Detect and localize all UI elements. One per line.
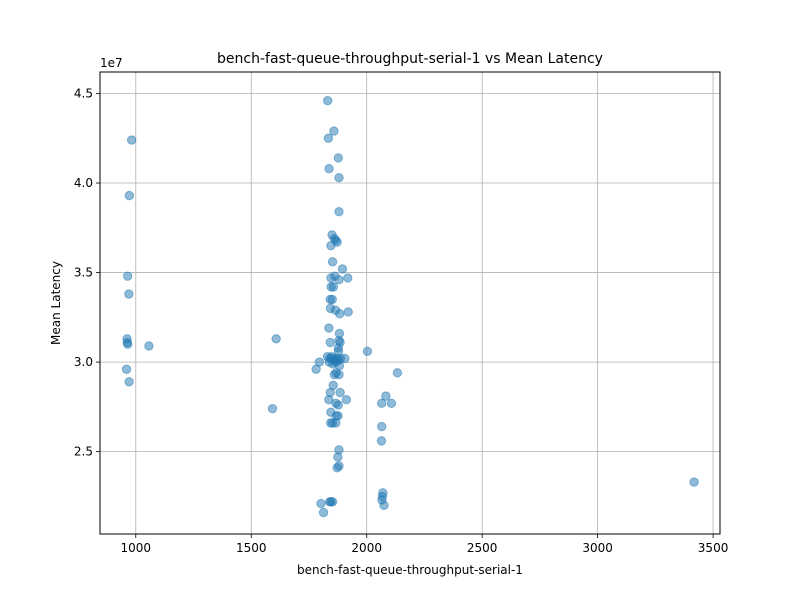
y-tick-label: 4.5 [74,86,93,100]
data-point [376,436,387,446]
data-point [377,421,387,432]
x-tick-label: 3500 [698,541,729,555]
data-point [335,387,345,398]
data-point [377,398,387,408]
data-point [379,500,389,511]
data-point [126,135,137,145]
data-point [124,377,134,387]
plot-frame [99,71,721,535]
data-point [334,275,344,285]
data-point [333,452,343,462]
data-point [333,153,344,163]
x-axis: 1000 1500 2000 2500 3000 3500 [121,534,729,555]
chart-title: bench-fast-queue-throughput-serial-1 vs … [217,51,603,67]
data-point [326,240,336,251]
y-tick-label: 2.5 [74,445,93,459]
data-point [327,257,338,267]
data-point [316,498,326,509]
data-point [340,353,350,364]
x-tick-label: 2500 [467,541,498,555]
data-point [267,403,278,414]
y-tick-label: 3.0 [74,355,93,369]
data-point [392,368,403,378]
x-tick-label: 1500 [236,541,267,555]
data-point [326,497,336,507]
data-point [689,477,699,487]
data-point [123,339,133,349]
data-point [334,309,345,319]
data-point [328,282,339,292]
data-point [332,463,342,473]
data-point [334,172,344,183]
data-point [324,163,334,174]
data-point [325,337,335,348]
data-point [327,294,337,305]
y-tick-label: 4.0 [74,176,93,190]
data-point [343,307,353,317]
data-point [386,398,397,408]
x-tick-label: 3000 [582,541,613,555]
data-point [341,394,352,405]
y-offset-label: 1e7 [100,56,123,70]
data-point [144,341,154,351]
x-axis-label: bench-fast-queue-throughput-serial-1 [297,563,523,577]
data-point [271,334,281,344]
data-point [337,264,348,274]
data-point [333,400,344,410]
data-point [311,364,321,374]
data-point [322,95,333,106]
data-point [331,418,341,428]
data-point [123,271,133,281]
data-point [323,133,334,143]
x-tick-label: 1000 [121,541,152,555]
grid-lines [100,72,720,534]
data-point [381,391,391,401]
data-point [334,206,344,217]
data-point [124,190,135,201]
x-tick-label: 2000 [351,541,382,555]
data-point [362,346,373,357]
data-point [121,364,132,374]
y-axis: 2.5 3.0 3.5 4.0 4.5 [74,86,100,459]
y-axis-label: Mean Latency [49,261,63,345]
data-point [318,507,329,518]
data-point [334,369,344,380]
y-tick-label: 3.5 [74,266,93,280]
data-point [324,323,334,333]
data-point [329,126,339,136]
data-points [121,95,699,518]
data-point [343,273,353,283]
data-point [124,289,134,299]
